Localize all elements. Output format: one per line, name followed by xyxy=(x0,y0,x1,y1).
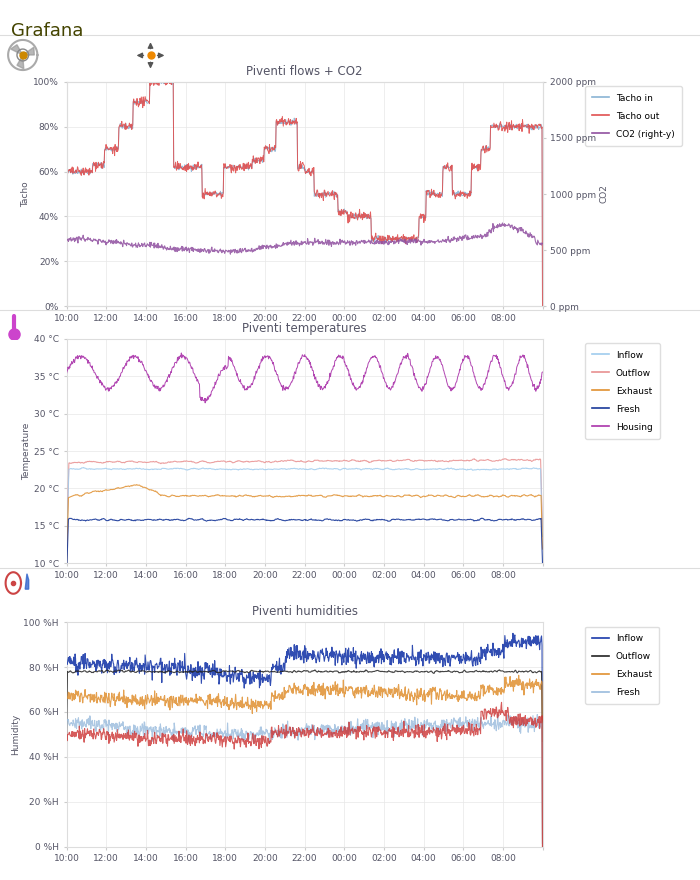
Legend: Inflow, Outflow, Exhaust, Fresh: Inflow, Outflow, Exhaust, Fresh xyxy=(585,627,659,704)
Legend: Inflow, Outflow, Exhaust, Fresh, Housing: Inflow, Outflow, Exhaust, Fresh, Housing xyxy=(585,343,660,439)
Title: Piventi flows + CO2: Piventi flows + CO2 xyxy=(246,65,363,78)
Polygon shape xyxy=(22,48,34,55)
Y-axis label: Humidity: Humidity xyxy=(12,714,20,755)
Title: Piventi humidities: Piventi humidities xyxy=(251,605,358,619)
Polygon shape xyxy=(17,55,24,69)
Title: Piventi temperatures: Piventi temperatures xyxy=(242,322,367,335)
Y-axis label: Temperature: Temperature xyxy=(22,422,31,480)
Polygon shape xyxy=(10,45,22,55)
Y-axis label: Tacho: Tacho xyxy=(21,181,30,207)
Text: Grafana: Grafana xyxy=(10,22,83,40)
Legend: Tacho in, Tacho out, CO2 (right-y): Tacho in, Tacho out, CO2 (right-y) xyxy=(585,86,682,146)
Y-axis label: CO2: CO2 xyxy=(599,185,608,203)
Polygon shape xyxy=(25,574,29,590)
